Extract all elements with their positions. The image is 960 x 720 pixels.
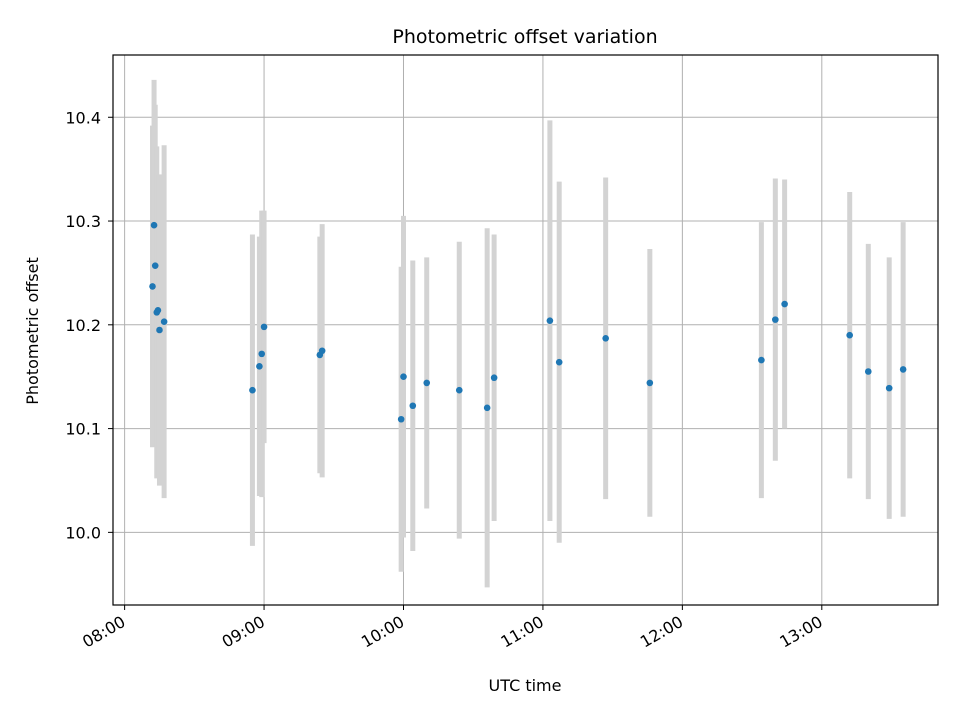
errorbars (150, 79, 906, 588)
y-tick-label: 10.3 (65, 212, 101, 231)
data-point (555, 358, 563, 366)
x-tick-label: 09:00 (219, 612, 268, 652)
data-point (400, 373, 407, 380)
plot-frame (112, 54, 939, 606)
data-point (256, 363, 263, 370)
y-tick-label: 10.1 (65, 420, 101, 439)
data-point (154, 306, 162, 314)
y-axis-ticks: 10.0 10.1 10.2 10.3 10.4 (65, 108, 113, 542)
data-point (260, 323, 268, 331)
data-point (249, 386, 256, 394)
data-point (758, 356, 765, 364)
data-point (899, 366, 907, 373)
data-point (455, 386, 463, 394)
y-tick-label: 10.4 (65, 108, 101, 127)
data-point (156, 326, 163, 334)
data-point (546, 317, 554, 324)
y-tick-label: 10.0 (65, 523, 101, 542)
data-points (149, 221, 907, 423)
x-tick-label: 13:00 (776, 612, 825, 652)
x-axis-label: UTC time (489, 676, 562, 695)
data-point (160, 318, 168, 325)
x-tick-label: 08:00 (79, 612, 128, 652)
x-axis-ticks: 08:00 09:00 10:00 11:00 12:00 13:00 (79, 605, 826, 652)
x-tick-label: 12:00 (637, 612, 686, 652)
data-point (423, 379, 431, 387)
data-point (772, 316, 779, 323)
x-tick-label: 11:00 (497, 612, 546, 652)
data-point (151, 262, 159, 269)
data-point (864, 368, 872, 375)
grid (113, 55, 938, 605)
data-point (150, 221, 158, 229)
data-point (885, 384, 893, 392)
data-point (318, 347, 326, 355)
data-point (646, 379, 654, 387)
data-point (846, 331, 853, 339)
y-tick-label: 10.2 (65, 316, 101, 335)
data-point (397, 415, 405, 423)
y-axis-label: Photometric offset (23, 257, 42, 405)
data-point (781, 300, 788, 308)
data-point (258, 350, 266, 358)
data-point (149, 283, 156, 290)
data-point (483, 404, 491, 412)
data-point (409, 402, 417, 410)
data-point (602, 335, 609, 342)
x-tick-label: 10:00 (358, 612, 407, 652)
data-point (490, 374, 498, 382)
chart-title: Photometric offset variation (392, 26, 657, 48)
